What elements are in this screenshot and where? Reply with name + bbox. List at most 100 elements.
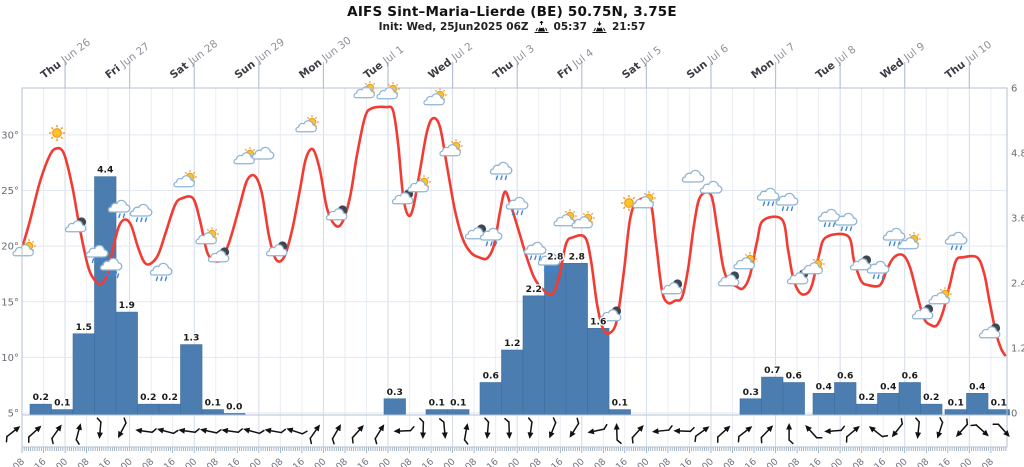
precip-bar [51,409,74,416]
time-label: 16 [743,456,759,467]
wind-barb [482,417,493,440]
precip-bar [565,263,588,416]
wind-barb [627,422,648,444]
day-label: Thu Jul 3 [491,43,537,82]
time-label: 00 [377,456,393,467]
wind-barb [284,424,308,439]
time-label: 08 [205,456,221,467]
time-axis: 08 16 00 08 16 00 08 16 00 08 16 00 08 16 00 08 16 00 08 16… [11,456,996,467]
day-label: Wed Jul 9 [878,40,927,81]
weather-icon-sun-cloud [572,211,595,228]
precip-value-label: 0.1 [205,398,221,409]
wind-barb [347,422,368,444]
weather-icon-moon-cloud [661,279,682,293]
chart-subtitle: Init: Wed, 25Jun2025 06Z 05:37 21:57 [0,21,1024,33]
precip-value-label: 1.9 [119,300,135,311]
wind-barb [970,419,992,440]
wind-barb [733,422,756,443]
precip-bar [180,344,203,416]
weather-icon-moon-cloud [718,271,739,285]
time-label: 00 [700,456,716,467]
precip-bar [501,349,524,416]
wind-barb [134,425,157,437]
wind-barb [672,426,695,436]
time-label: 08 [76,456,92,467]
wind-barb [841,422,864,443]
wind-barb [785,422,794,445]
day-label: Wed Jul 2 [426,40,475,81]
value-axes: 30° 25° 20° 15° 10° 5° 6 4.8 3.6 2.4 1.2 0 [1,84,1024,420]
temp-axis-label: 25° [1,186,19,197]
time-label: 00 [894,456,910,467]
precip-bar [201,409,224,416]
precip-axis-label: 4.8 [1011,149,1024,160]
day-label: Thu Jul 10 [943,39,994,82]
precip-bar [447,409,470,416]
precip-value-label: 4.4 [97,165,113,176]
weather-icon-cloud-rain [776,193,797,210]
precip-value-label: 0.7 [764,365,780,376]
wind-strip-border [21,414,1008,448]
precip-value-label: 1.6 [590,316,606,327]
wind-barb [504,417,514,440]
weather-icon-cloud-rain [150,263,171,280]
wind-barb [525,417,537,441]
wind-barb [263,425,287,437]
weather-icon-cloud [682,170,703,182]
precip-value-label: 0.6 [786,371,802,382]
precip-bar [812,393,835,416]
precip-axis-label: 0 [1011,409,1017,420]
time-label: 16 [291,456,307,467]
time-label: 08 [398,456,414,467]
time-label: 08 [721,456,737,467]
day-label: Mon Jul 7 [749,41,797,82]
temp-axis-label: 5° [8,409,19,420]
weather-icon-moon-cloud [979,323,1000,337]
precip-value-label: 0.2 [162,392,178,403]
wind-barb [220,425,243,437]
precip-value-label: 2.2 [526,284,542,295]
time-label: 00 [571,456,587,467]
precip-bar [158,403,181,416]
day-label: Sun Jun 29 [232,36,287,81]
wind-barb [650,425,674,436]
wind-barb [1,422,24,443]
wind-barb [113,417,131,441]
time-label: 08 [140,456,156,467]
chart-header: AIFS Sint–Maria–Lierde (BE) 50.75N, 3.75… [0,4,1024,33]
wind-barb [585,423,609,437]
wind-barb [545,417,561,441]
day-label: Fri Jun 27 [103,40,152,81]
precip-bar [739,398,762,416]
precip-value-label: 0.4 [969,381,985,392]
precip-value-label: 0.6 [837,371,853,382]
time-label: 08 [657,456,673,467]
precip-bar [115,311,138,416]
wind-barb [71,421,86,445]
precip-value-label: 1.5 [76,322,92,333]
temp-axis-label: 15° [1,297,19,308]
sunset-time: 21:57 [611,21,646,33]
precip-value-label: 2.8 [569,251,585,262]
precipitation-bars [29,176,1010,416]
weather-icon-moon-cloud [65,217,86,231]
weather-icon-cloud-rain [130,204,151,221]
day-label: Sun Jul 6 [685,42,731,81]
precip-bar [920,403,943,416]
weather-icon-sun-cloud [633,191,656,208]
wind-barb [756,422,777,444]
wind-barb [438,417,450,441]
precip-value-label: 0.2 [859,392,875,403]
weather-icon-sun-cloud [174,170,197,187]
time-label: 00 [54,456,70,467]
chart-title: AIFS Sint–Maria–Lierde (BE) 50.75N, 3.75… [347,4,677,20]
time-label: 16 [97,456,113,467]
precip-bar-labels: 0.2 0.1 1.5 4.4 1.9 0.2 0.2 1.3 0.1 0.0 0.3 0.1 0.1 0… [31,163,1008,413]
day-label: Fri Jul 4 [555,47,596,82]
day-label: Tue Jul 8 [814,44,859,82]
weather-icon-cloud-rain [490,162,511,179]
precip-bar [944,409,967,416]
wind-barb [888,418,908,440]
time-label: 08 [980,456,996,467]
